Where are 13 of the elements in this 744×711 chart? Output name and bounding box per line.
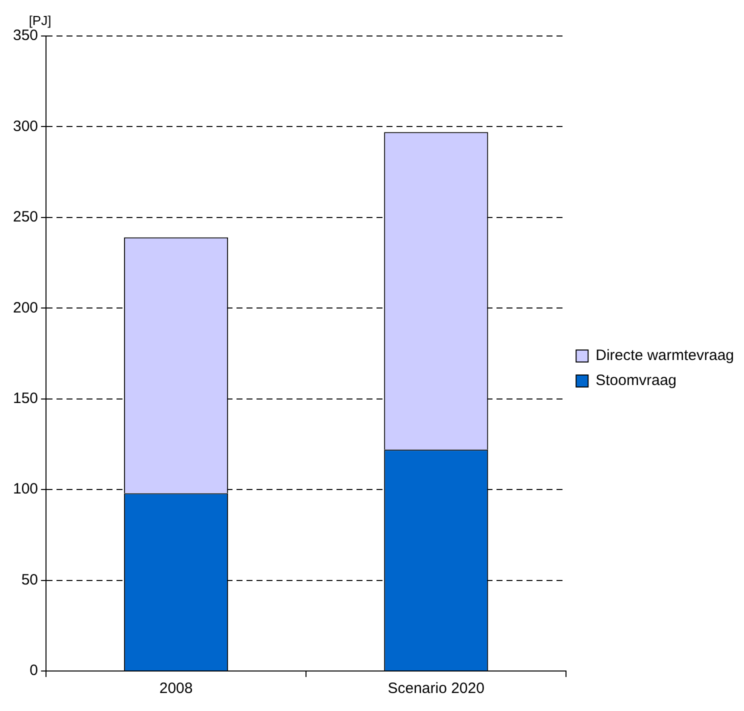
legend-label: Directe warmtevraag: [596, 347, 734, 364]
y-tick-label: 0: [30, 662, 38, 680]
y-tick-label: 150: [12, 390, 38, 407]
y-tick-label: 300: [12, 118, 38, 135]
x-tick-label: Scenario 2020: [388, 680, 484, 698]
y-axis-title: [PJ]: [28, 13, 52, 28]
y-tick-label: 250: [12, 208, 38, 226]
y-tick-label: 350: [12, 27, 38, 44]
y-tick-label: 100: [12, 480, 38, 498]
y-tick-label: 200: [12, 299, 38, 316]
x-tick-label: 2008: [159, 680, 193, 698]
legend-label: Stoomvraag: [596, 372, 676, 390]
y-tick-label: 50: [21, 571, 38, 588]
